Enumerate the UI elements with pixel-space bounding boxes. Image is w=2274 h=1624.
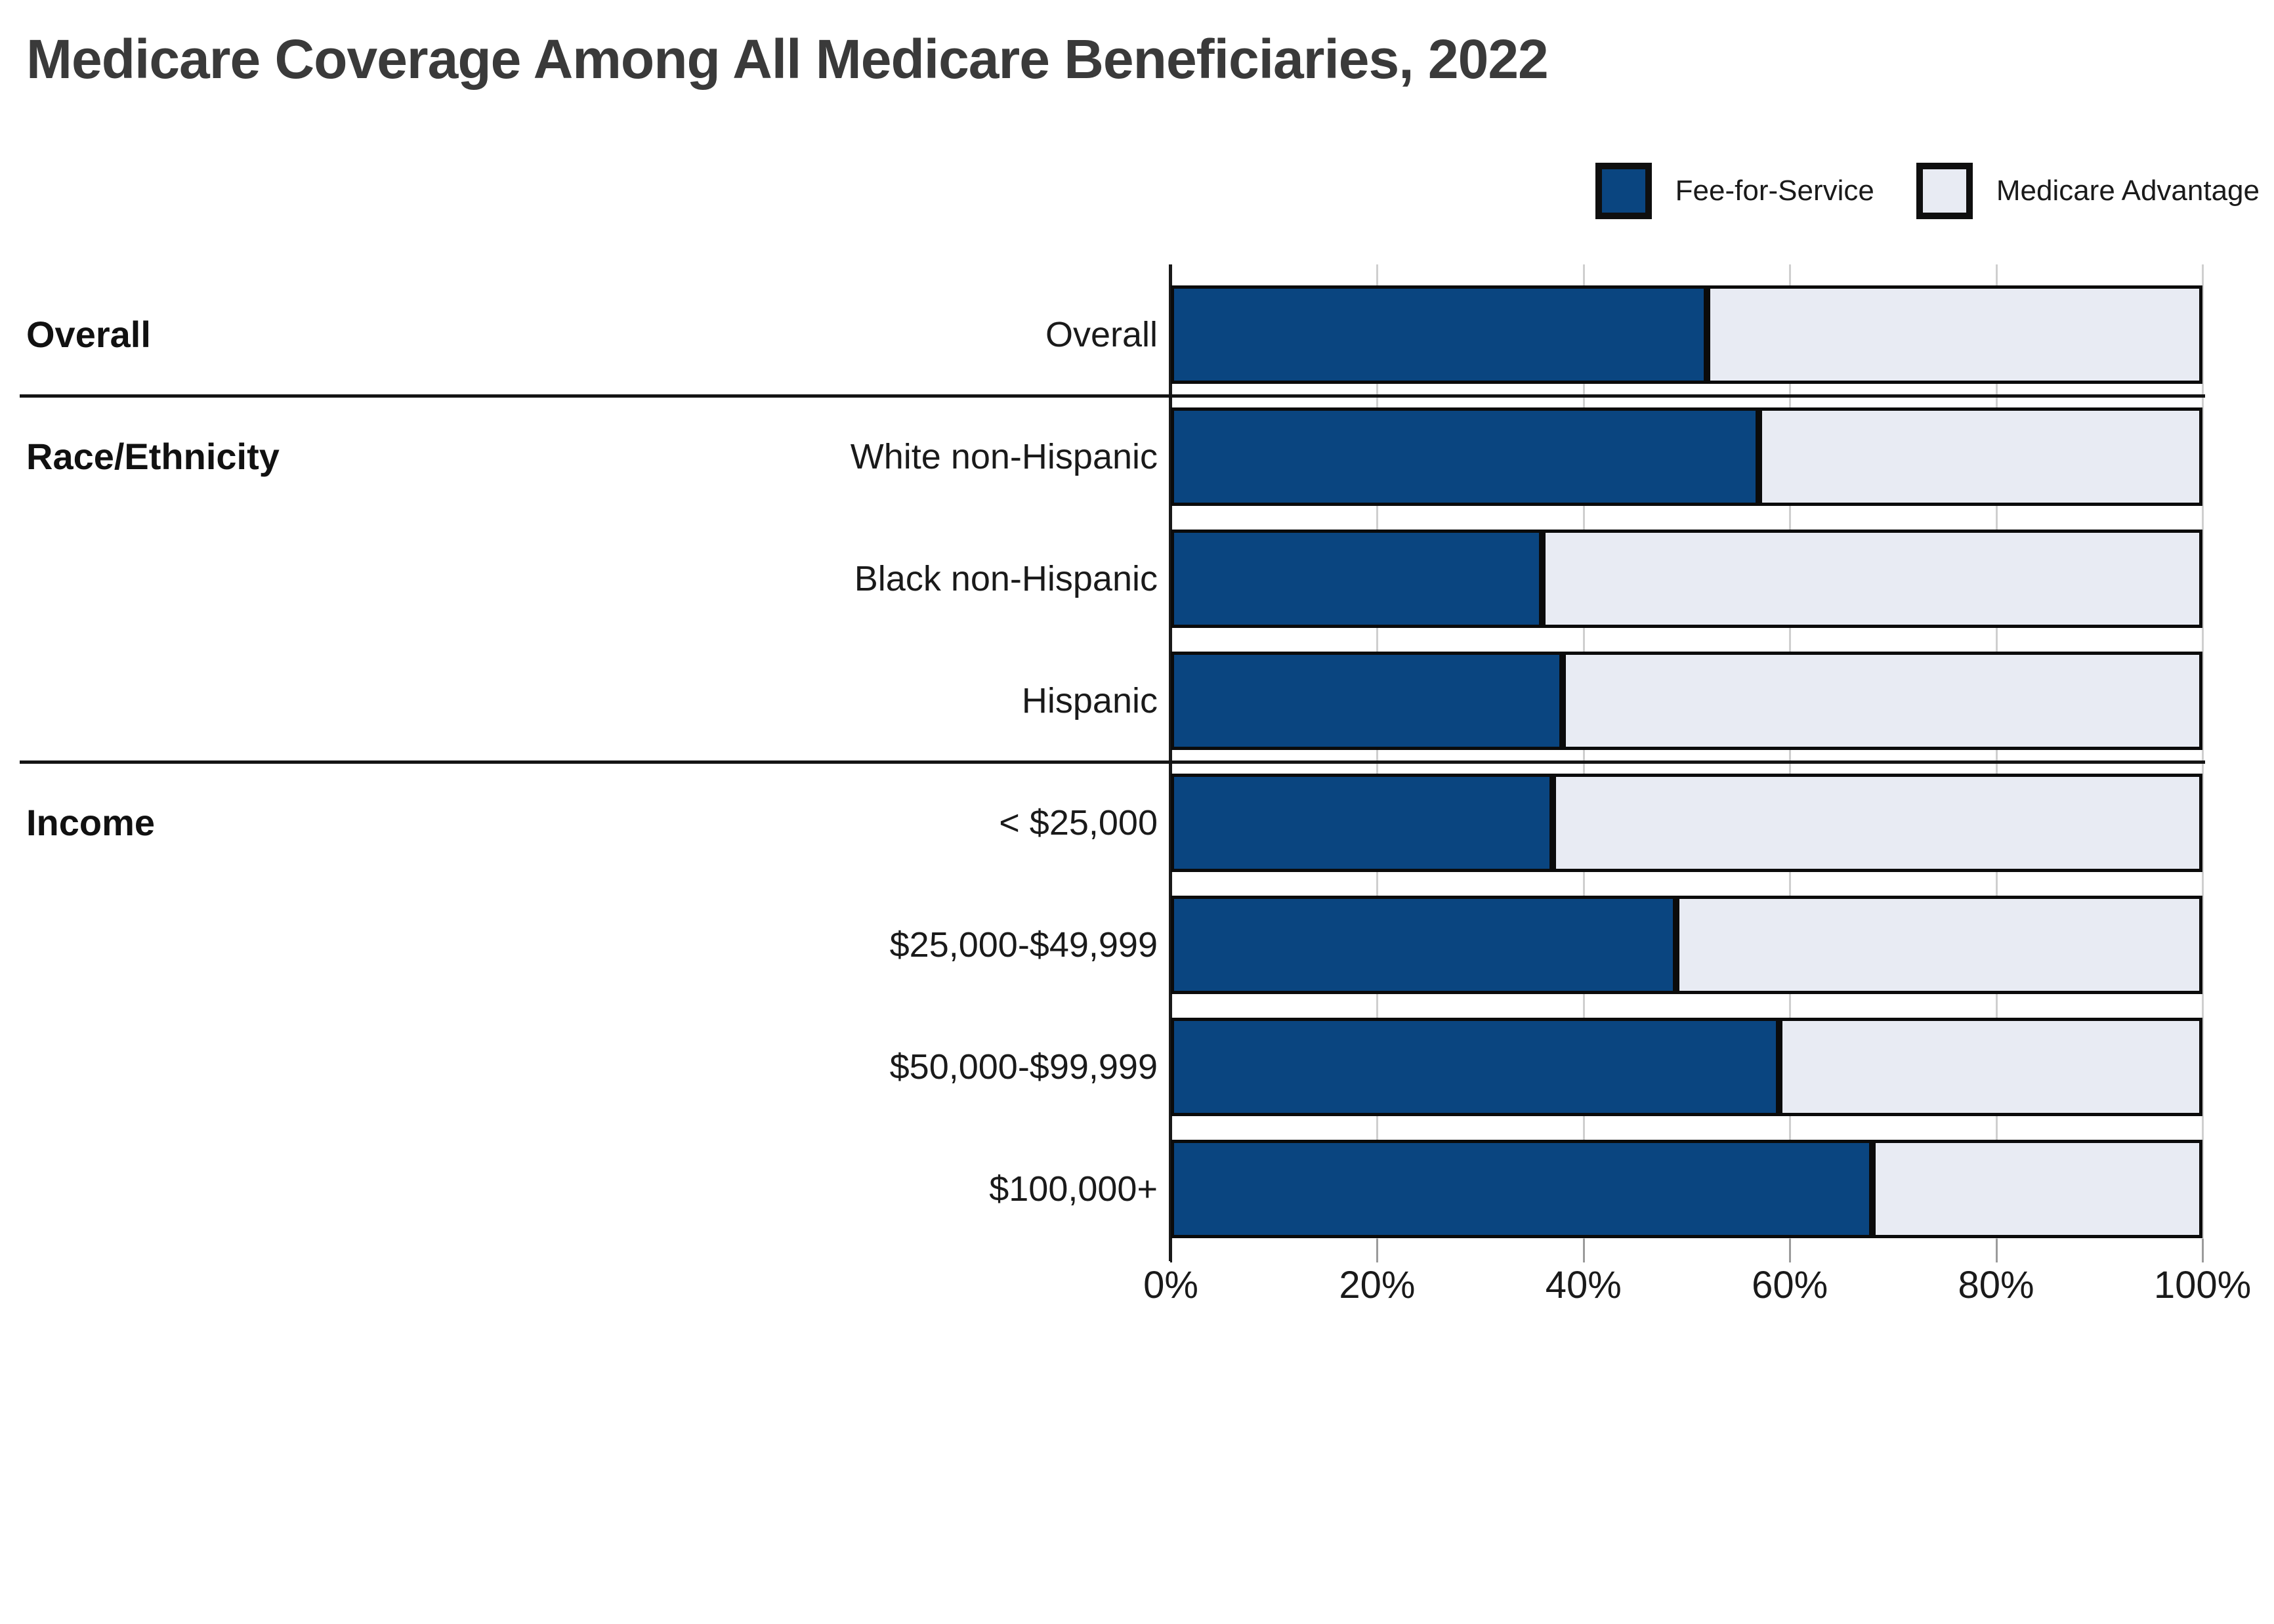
bar-row xyxy=(1171,774,2202,872)
row-label: White non-Hispanic xyxy=(850,437,1158,476)
medicare-advantage-bar-segment xyxy=(1676,896,2202,994)
fee-for-service-bar-segment xyxy=(1171,285,1708,384)
legend-label: Fee-for-Service xyxy=(1675,175,1874,207)
axis-tick-mark xyxy=(1995,1239,1998,1262)
medicare-advantage-bar-segment xyxy=(1552,774,2202,872)
bar-row xyxy=(1171,1140,2202,1238)
bar-row xyxy=(1171,652,2202,750)
medicare-advantage-swatch-icon xyxy=(1916,163,1973,219)
row-label: $25,000-$49,999 xyxy=(889,925,1158,965)
fee-for-service-bar-segment xyxy=(1171,1140,1872,1238)
axis-tick-label: 60% xyxy=(1752,1264,1828,1306)
medicare-advantage-bar-segment xyxy=(1872,1140,2202,1238)
gridline xyxy=(2202,264,2204,1239)
fee-for-service-bar-segment xyxy=(1171,896,1677,994)
group-header: Overall xyxy=(26,314,151,355)
row-label: $100,000+ xyxy=(989,1169,1158,1209)
gridline xyxy=(1582,264,1585,1239)
group-header: Race/Ethnicity xyxy=(26,436,280,477)
row-label: < $25,000 xyxy=(999,803,1158,843)
axis-tick-label: 100% xyxy=(2153,1264,2252,1306)
gridline xyxy=(1376,264,1379,1239)
axis-tick-mark xyxy=(1582,1239,1585,1262)
gridline xyxy=(1995,264,1998,1239)
legend-item-medicare-advantage: Medicare Advantage xyxy=(1916,163,2260,219)
bar-row xyxy=(1171,285,2202,384)
legend: Fee-for-Service Medicare Advantage xyxy=(1595,163,2260,219)
legend-label: Medicare Advantage xyxy=(1996,175,2260,207)
fee-for-service-bar-segment xyxy=(1171,774,1553,872)
gridline xyxy=(1789,264,1792,1239)
axis-tick-mark xyxy=(1789,1239,1792,1262)
medicare-advantage-bar-segment xyxy=(1542,530,2202,628)
group-header: Income xyxy=(26,802,156,843)
bar-row xyxy=(1171,407,2202,506)
legend-item-fee-for-service: Fee-for-Service xyxy=(1595,163,1874,219)
row-label: Hispanic xyxy=(1021,681,1158,720)
medicare-advantage-bar-segment xyxy=(1707,285,2202,384)
fee-for-service-bar-segment xyxy=(1171,652,1563,750)
fee-for-service-bar-segment xyxy=(1171,530,1542,628)
bar-row xyxy=(1171,530,2202,628)
medicare-advantage-bar-segment xyxy=(1563,652,2202,750)
fee-for-service-bar-segment xyxy=(1171,407,1759,506)
axis-tick-label: 0% xyxy=(1143,1264,1198,1306)
axis-tick-label: 80% xyxy=(1958,1264,2034,1306)
chart-title: Medicare Coverage Among All Medicare Ben… xyxy=(26,28,1549,90)
row-label: Overall xyxy=(1045,315,1158,354)
axis-tick-label: 40% xyxy=(1545,1264,1622,1306)
row-label: Black non-Hispanic xyxy=(854,559,1158,598)
row-label: $50,000-$99,999 xyxy=(889,1047,1158,1087)
axis-tick-mark xyxy=(2202,1239,2204,1262)
medicare-advantage-bar-segment xyxy=(1759,407,2202,506)
axis-tick-label: 20% xyxy=(1339,1264,1416,1306)
fee-for-service-bar-segment xyxy=(1171,1018,1780,1116)
fee-for-service-swatch-icon xyxy=(1595,163,1652,219)
bar-row xyxy=(1171,896,2202,994)
axis-tick-mark xyxy=(1376,1239,1379,1262)
plot-area xyxy=(1169,264,2204,1262)
bar-row xyxy=(1171,1018,2202,1116)
medicare-advantage-bar-segment xyxy=(1779,1018,2202,1116)
